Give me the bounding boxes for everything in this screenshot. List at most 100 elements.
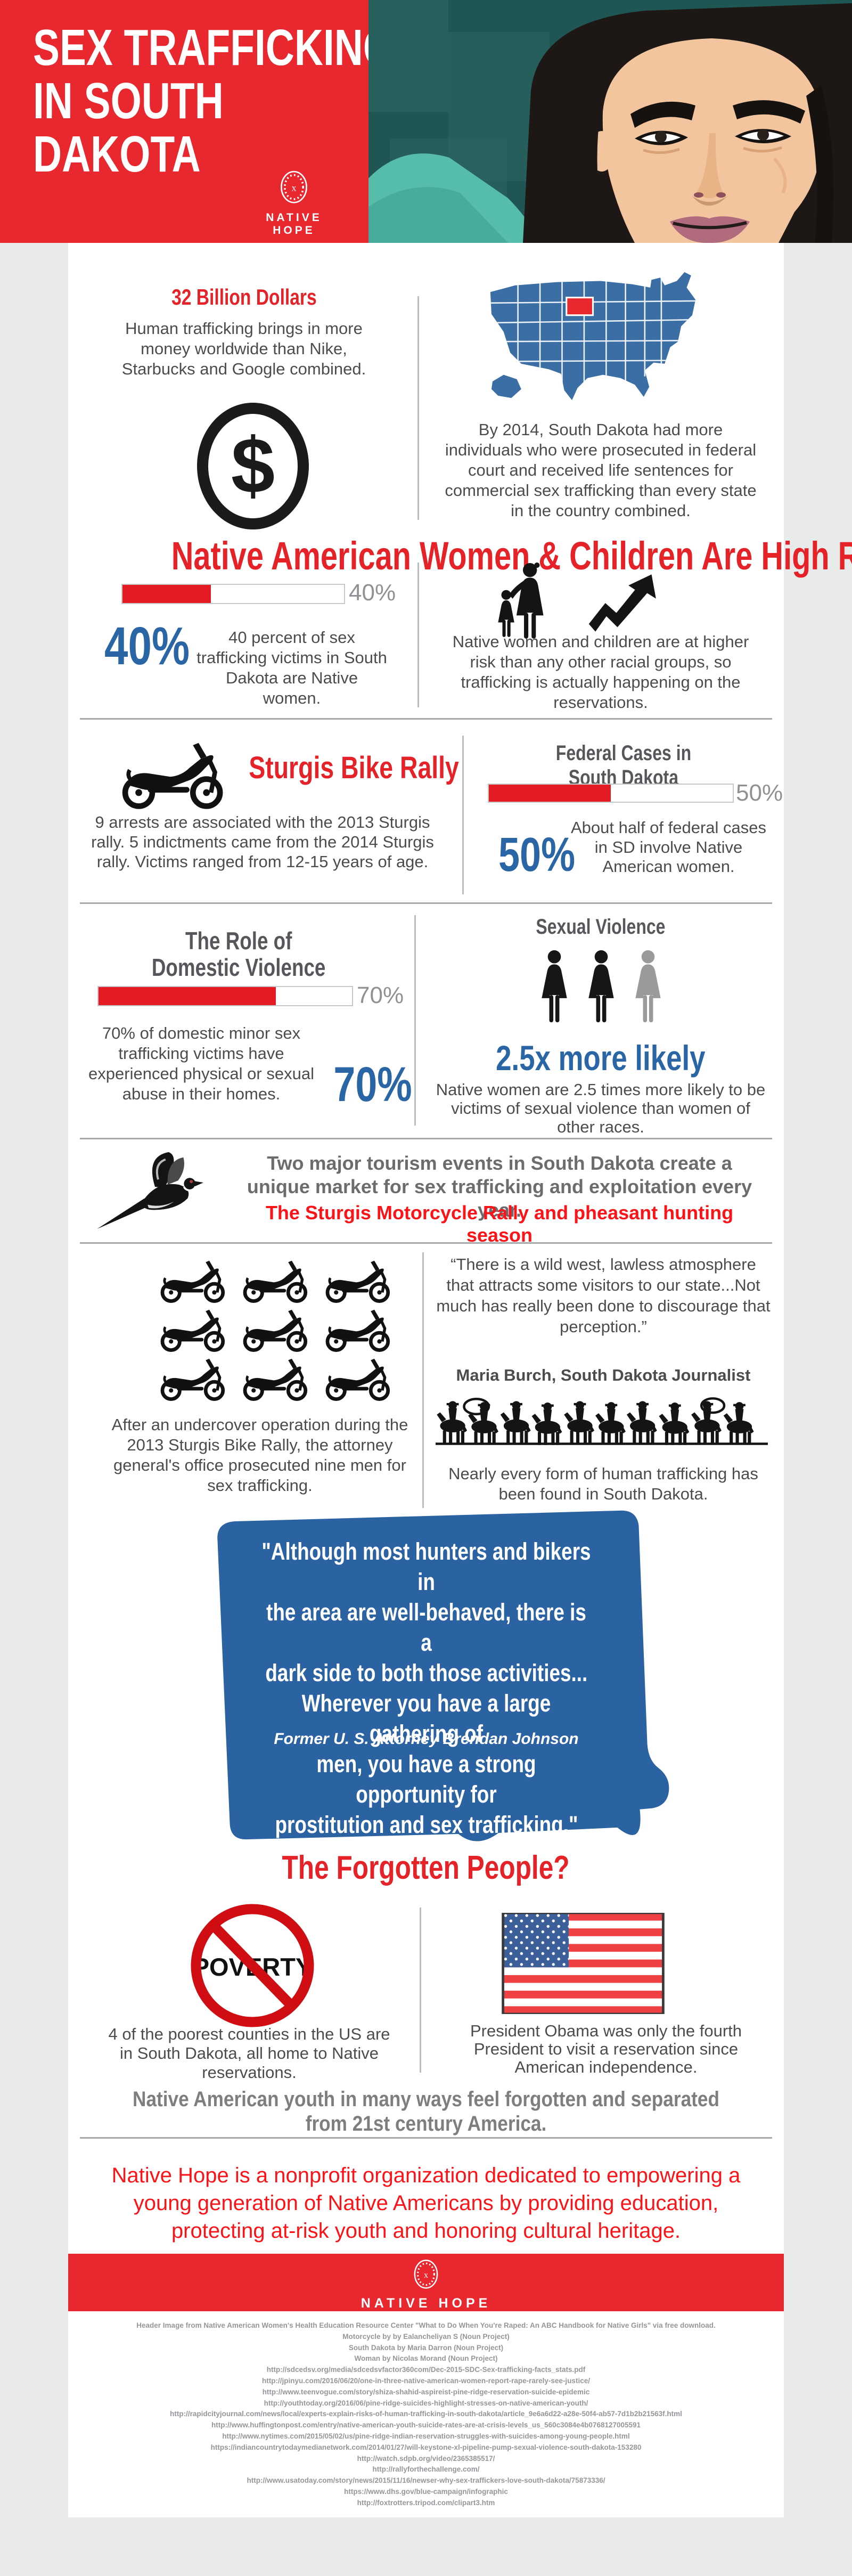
page-title-line: DAKOTA [33, 126, 201, 183]
motorcycle-icon [318, 1306, 396, 1353]
sexual-violence-title: Sexual Violence [536, 915, 666, 939]
obama-body: President Obama was only the fourth Pres… [470, 2021, 742, 2076]
native-hope-note: Native Hope is a nonprofit organization … [111, 2164, 741, 2243]
native-women-bar [121, 584, 345, 604]
motorcycle-icon [236, 1306, 313, 1353]
section-divider [80, 1138, 772, 1139]
motorcycle-icon [153, 1355, 231, 1402]
big-percent-70: 70% [333, 1057, 412, 1112]
domestic-violence-title: The Role of Domestic Violence [151, 927, 326, 981]
us-map [490, 272, 696, 401]
domestic-violence-body: 70% of domestic minor sex trafficking vi… [88, 1024, 314, 1103]
credit-line: http://www.nytimes.com/2015/05/02/us/pin… [222, 2432, 630, 2440]
burch-attribution: Maria Burch, South Dakota Journalist [456, 1366, 751, 1384]
svg-text:x: x [291, 182, 296, 193]
motorcycle-icon [115, 737, 228, 811]
section-divider [80, 2137, 772, 2139]
section-divider [80, 902, 772, 904]
dollar-circle-icon: $ [197, 403, 309, 529]
brand-name: NATIVE HOPE [361, 2296, 491, 2311]
domestic-violence-bar [97, 986, 353, 1006]
credit-line: http://rapidcityjournal.com/news/local/e… [170, 2410, 682, 2418]
banner-line2: The Sturgis Motorcycle Rally and pheasan… [265, 1202, 734, 1246]
bar-value-label: 70% [357, 982, 404, 1008]
footer-red-band: x NATIVE HOPE [68, 2254, 784, 2311]
motorcycle-icon [236, 1355, 313, 1402]
credit-line: https://www.dhs.gov/blue-campaign/infogr… [344, 2487, 508, 2496]
bar-fill [122, 585, 211, 603]
sexual-violence-stat: 2.5x more likely [496, 1038, 706, 1078]
credit-line: Motorcycle by by Ealancheliyan S (Noun P… [342, 2332, 510, 2341]
section-divider [80, 1242, 772, 1244]
header-red-background: SEX TRAFFICKING IN SOUTH DAKOTA x NATIVE… [0, 0, 394, 243]
header: SEX TRAFFICKING IN SOUTH DAKOTA x NATIVE… [0, 0, 852, 243]
bar-fill [489, 785, 611, 802]
vertical-divider [417, 296, 419, 520]
south-dakota-highlight [566, 297, 594, 316]
burch-quote: “There is a wild west, lawless atmospher… [436, 1255, 771, 1336]
sexual-violence-body: Native women are 2.5 times more likely t… [436, 1080, 766, 1136]
federal-cases-bar [488, 784, 734, 803]
credit-line: http://jpinyu.com/2016/06/20/one-in-thre… [262, 2376, 590, 2385]
content-panel: 32 Billion Dollars Human trafficking bri… [68, 243, 852, 2517]
vertical-divider [417, 563, 419, 707]
bar-value-label: 40% [349, 580, 396, 606]
native-hope-emblem-icon: x [414, 2260, 438, 2289]
credit-line: http://youthtoday.org/2016/06/pine-ridge… [264, 2399, 588, 2407]
native-women-body: 40 percent of sex trafficking victims in… [196, 628, 387, 707]
horsemen-silhouette [436, 1397, 768, 1445]
big-percent-40: 40% [104, 616, 190, 676]
credits-list: Header Image from Native American Women'… [89, 2320, 763, 2509]
vertical-divider [414, 915, 416, 1126]
credit-line: http://sdcedsv.org/media/sdcedsvfactor36… [266, 2366, 586, 2374]
motorcycle-icon [153, 1257, 231, 1304]
undercover-note: Nearly every form of human trafficking h… [448, 1464, 758, 1503]
rising-arrow-icon [588, 574, 656, 632]
billion-body: Human trafficking brings in more money w… [121, 319, 366, 378]
credit-line: http://www.huffingtonpost.com/entry/nati… [211, 2421, 641, 2430]
undercover-body: After an undercover operation during the… [111, 1415, 408, 1495]
native-hope-emblem-icon: x [281, 170, 307, 203]
map-note: By 2014, South Dakota had more individua… [445, 420, 757, 520]
credit-line: Woman by Nicolas Morand (Noun Project) [354, 2354, 498, 2363]
credit-line: https://indiancountrytodaymedianetwork.c… [210, 2443, 642, 2451]
south-dakota-shape [217, 1510, 669, 1841]
credit-line: http://foxtrotters.tripod.com/clipart3.h… [357, 2498, 495, 2507]
vertical-divider [420, 1907, 421, 2073]
page-title-line: IN SOUTH [33, 72, 224, 129]
bar-value-label: 50% [736, 780, 783, 806]
motorcycle-icon [236, 1257, 313, 1304]
mother-child-icon [498, 563, 544, 639]
federal-cases-body: About half of federal cases in SD involv… [570, 818, 767, 876]
us-flag-icon [502, 1913, 665, 2014]
brand-name: NATIVE HOPE [266, 211, 322, 237]
section-divider [80, 718, 772, 720]
motorcycle-icon [318, 1257, 396, 1304]
woman-icon [535, 949, 574, 1025]
woman-icon [581, 949, 621, 1025]
credit-line: http://www.teenvogue.com/story/shiza-sha… [262, 2387, 590, 2396]
no-poverty-icon: POVERTY [188, 1901, 317, 2030]
credit-line: http://rallyforthechallenge.com/ [372, 2465, 480, 2474]
sturgis-body: 9 arrests are associated with the 2013 S… [91, 813, 434, 871]
vertical-divider [462, 736, 464, 894]
high-risk-body: Native women and children are at higher … [452, 632, 749, 712]
banner-line1: Two major tourism events in South Dakota… [247, 1152, 752, 1221]
forgotten-statement: Native American youth in many ways feel … [133, 2088, 719, 2135]
pheasant-icon [97, 1152, 203, 1229]
sturgis-title: Sturgis Bike Rally [249, 751, 459, 785]
billion-title: 32 Billion Dollars [171, 284, 317, 309]
poverty-body: 4 of the poorest counties in the US are … [108, 2025, 390, 2082]
woman-portrait-illustration [368, 0, 852, 243]
page-title: SEX TRAFFICKING IN SOUTH DAKOTA [33, 21, 496, 181]
bar-fill [99, 987, 276, 1005]
motorcycle-icon [153, 1306, 231, 1353]
credit-line: Header Image from Native American Women'… [136, 2321, 716, 2329]
svg-text:x: x [424, 2270, 428, 2280]
johnson-attribution: Former U. S. Attorney Brendan Johnson [274, 1730, 579, 1748]
motorcycle-icon [318, 1355, 396, 1402]
prohibition-circle-icon [191, 1904, 314, 2027]
johnson-quote: "Although most hunters and bikers in the… [261, 1538, 591, 1838]
credit-line: http://watch.sdpb.org/video/2365385517/ [357, 2454, 495, 2463]
